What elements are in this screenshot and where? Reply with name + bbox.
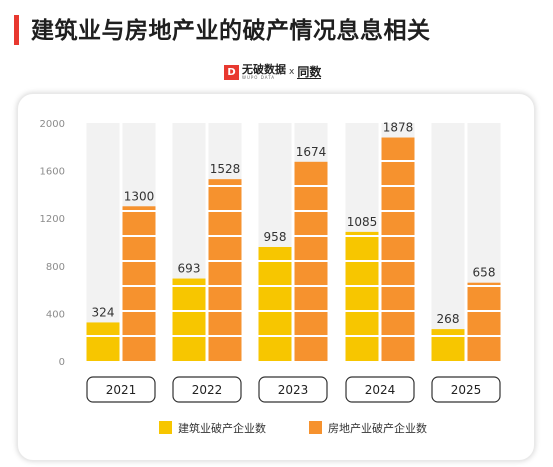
- x-category-label: 2025: [451, 383, 482, 397]
- legend-swatch-construction: [159, 421, 172, 434]
- bar-column-bg: [431, 123, 465, 361]
- bar-segment-divider: [122, 235, 156, 237]
- bar-realestate: [122, 206, 156, 361]
- bar-segment-divider: [208, 185, 242, 187]
- bar-segment-divider: [345, 335, 379, 337]
- bar-segment-divider: [345, 235, 379, 237]
- data-label-construction: 1085: [347, 215, 378, 229]
- x-category-label: 2022: [192, 383, 223, 397]
- bar-realestate: [208, 179, 242, 361]
- bar-segment-divider: [294, 335, 328, 337]
- category-box: [258, 376, 328, 403]
- bar-realestate: [381, 137, 415, 361]
- y-tick-label: 400: [46, 309, 65, 320]
- bar-column-bg: [86, 123, 120, 361]
- bar-segment-divider: [345, 285, 379, 287]
- bar-segment-divider: [381, 310, 415, 312]
- bar-segment-divider: [381, 160, 415, 162]
- bar-realestate: [467, 282, 501, 361]
- bar-segment-divider: [467, 285, 501, 287]
- x-category-label: 2024: [365, 383, 396, 397]
- bar-segment-divider: [208, 335, 242, 337]
- title-accent-bar: [14, 15, 19, 45]
- data-label-realestate: 1528: [210, 162, 241, 176]
- bar-segment-divider: [381, 260, 415, 262]
- data-label-construction: 958: [264, 230, 287, 244]
- category-box: [431, 376, 501, 403]
- data-label-construction: 324: [92, 305, 115, 319]
- data-label-realestate: 1674: [296, 145, 327, 159]
- bar-segment-divider: [122, 285, 156, 287]
- data-label-construction: 268: [437, 312, 460, 326]
- legend-swatch-realestate: [309, 421, 322, 434]
- bar-construction: [345, 231, 379, 361]
- bar-segment-divider: [122, 210, 156, 212]
- data-label-construction: 693: [178, 262, 201, 276]
- bar-segment-divider: [122, 310, 156, 312]
- data-label-realestate: 658: [473, 266, 496, 280]
- bar-segment-divider: [122, 260, 156, 262]
- partner-logo: 同数: [297, 64, 322, 79]
- x-category-label: 2021: [106, 383, 137, 397]
- brand-subtitle: WUPO DATA: [242, 75, 276, 80]
- bar-construction: [431, 329, 465, 361]
- bar-segment-divider: [208, 285, 242, 287]
- bar-construction: [86, 322, 120, 361]
- y-tick-label: 1200: [40, 214, 65, 225]
- bar-segment-divider: [381, 235, 415, 237]
- y-tick-label: 0: [59, 357, 65, 368]
- category-box: [172, 376, 242, 403]
- data-label-realestate: 1300: [124, 189, 155, 203]
- bar-segment-divider: [172, 310, 206, 312]
- y-tick-label: 800: [46, 262, 65, 273]
- page-title: 建筑业与房地产业的破产情况息息相关: [31, 18, 431, 44]
- bar-segment-divider: [208, 310, 242, 312]
- bar-construction: [172, 278, 206, 361]
- bar-segment-divider: [258, 310, 292, 312]
- bar-segment-divider: [381, 285, 415, 287]
- y-tick-label: 2000: [40, 119, 65, 130]
- bar-segment-divider: [381, 210, 415, 212]
- bar-segment-divider: [467, 310, 501, 312]
- bar-segment-divider: [172, 285, 206, 287]
- bar-segment-divider: [467, 335, 501, 337]
- bar-segment-divider: [258, 285, 292, 287]
- brand-logos: D 无破数据 WUPO DATA x 同数: [224, 61, 322, 83]
- y-tick-label: 1600: [40, 167, 65, 178]
- brand-text: 无破数据 WUPO DATA: [242, 64, 286, 80]
- bar-segment-divider: [208, 210, 242, 212]
- bar-segment-divider: [208, 235, 242, 237]
- category-box: [345, 376, 415, 403]
- brand-logo-icon: D: [224, 64, 239, 80]
- legend-label-realestate: 房地产业破产企业数: [328, 421, 427, 435]
- bar-segment-divider: [345, 260, 379, 262]
- bar-segment-divider: [258, 260, 292, 262]
- category-box: [86, 376, 156, 403]
- x-category-label: 2023: [278, 383, 309, 397]
- legend-label-construction: 建筑业破产企业数: [178, 421, 266, 435]
- bar-segment-divider: [294, 260, 328, 262]
- bar-segment-divider: [294, 185, 328, 187]
- bar-segment-divider: [208, 260, 242, 262]
- bar-segment-divider: [345, 310, 379, 312]
- data-label-realestate: 1878: [383, 121, 414, 135]
- brand-separator: x: [289, 67, 295, 77]
- bar-segment-divider: [294, 210, 328, 212]
- bar-segment-divider: [294, 310, 328, 312]
- bar-segment-divider: [122, 335, 156, 337]
- brand-name: 无破数据: [242, 63, 286, 76]
- bar-segment-divider: [172, 335, 206, 337]
- bar-segment-divider: [381, 335, 415, 337]
- bar-segment-divider: [294, 235, 328, 237]
- bar-segment-divider: [381, 185, 415, 187]
- bar-construction: [258, 246, 292, 361]
- bar-segment-divider: [294, 285, 328, 287]
- bar-segment-divider: [431, 335, 465, 337]
- bar-segment-divider: [258, 335, 292, 337]
- bar-segment-divider: [86, 335, 120, 337]
